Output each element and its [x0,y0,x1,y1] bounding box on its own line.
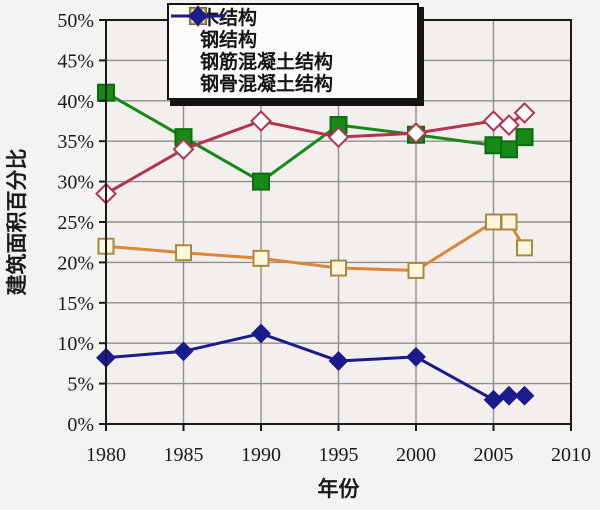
x-tick-label: 2010 [551,444,591,466]
y-tick-label: 15% [57,293,94,315]
data-point-marker [328,351,349,371]
data-point-marker [500,140,518,159]
data-point-marker [485,213,502,231]
data-point-marker [484,136,503,155]
y-tick-label: 25% [57,212,94,234]
legend-marker-icon [171,6,225,26]
data-point-marker [252,172,270,191]
data-point-marker [516,239,533,257]
data-point-marker [251,323,271,344]
chart-legend: 木结构 钢结构 钢筋混凝土结构 钢骨混凝土结构 [167,3,419,100]
x-tick-label: 1980 [86,444,126,466]
y-tick-label: 5% [67,374,94,396]
y-tick-label: 0% [67,414,94,436]
data-point-marker [327,126,350,149]
y-tick-label: 30% [57,172,94,194]
y-tick-label: 10% [57,333,94,355]
data-point-marker [250,110,272,132]
data-point-marker [405,122,427,145]
y-tick-label: 35% [57,131,94,153]
legend-item-木结构: 木结构 [171,7,417,29]
y-tick-label: 20% [57,252,94,274]
x-tick-label: 2000 [396,444,436,466]
legend-item-钢筋混凝土结构: 钢筋混凝土结构 [171,7,417,74]
data-point-marker [330,259,347,277]
legend-label: 钢结构 [200,29,258,51]
data-point-marker [513,102,536,124]
y-tick-label: 50% [57,10,94,32]
data-point-marker [515,128,534,147]
data-point-marker [498,114,520,136]
y-tick-label: 45% [57,50,94,72]
x-axis-title: 年份 [318,477,361,501]
x-tick-label: 1995 [319,444,359,466]
data-point-marker [173,341,194,362]
data-point-marker [407,261,425,279]
data-point-marker [188,6,208,26]
legend-item-钢骨混凝土结构: 钢骨混凝土结构 [171,6,417,96]
legend-item-钢结构: 钢结构 [171,5,417,51]
legend-label: 木结构 [200,7,258,29]
legend-label: 钢筋混凝土结构 [200,52,334,74]
data-point-marker [175,244,192,262]
data-point-marker [499,385,519,406]
data-point-marker [406,347,426,367]
x-tick-label: 1985 [164,444,204,466]
legend-label: 钢骨混凝土结构 [200,74,334,96]
data-point-marker [482,110,505,132]
data-point-marker [252,249,270,267]
y-axis-title: 建筑面积百分比 [5,149,29,296]
y-tick-label: 40% [57,91,94,113]
x-tick-label: 2005 [474,444,514,466]
data-point-marker [172,138,195,161]
data-point-marker [500,213,518,231]
data-point-marker [514,385,535,406]
x-tick-label: 1990 [241,444,281,466]
data-point-marker [483,389,504,410]
